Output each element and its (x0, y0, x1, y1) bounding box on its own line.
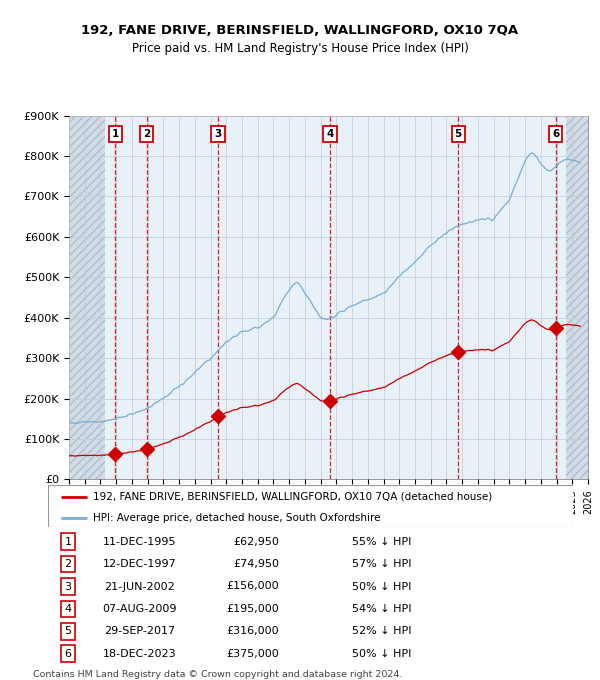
Text: 1: 1 (64, 537, 71, 547)
Text: 54% ↓ HPI: 54% ↓ HPI (353, 604, 412, 614)
Text: 5: 5 (455, 129, 462, 139)
Text: Price paid vs. HM Land Registry's House Price Index (HPI): Price paid vs. HM Land Registry's House … (131, 42, 469, 55)
Text: 52% ↓ HPI: 52% ↓ HPI (353, 626, 412, 636)
Text: £195,000: £195,000 (226, 604, 279, 614)
Text: 11-DEC-1995: 11-DEC-1995 (103, 537, 176, 547)
Text: 192, FANE DRIVE, BERINSFIELD, WALLINGFORD, OX10 7QA (detached house): 192, FANE DRIVE, BERINSFIELD, WALLINGFOR… (92, 492, 492, 502)
Text: 5: 5 (64, 626, 71, 636)
Text: 07-AUG-2009: 07-AUG-2009 (103, 604, 177, 614)
Text: 6: 6 (553, 129, 560, 139)
Text: 12-DEC-1997: 12-DEC-1997 (103, 559, 177, 569)
Text: 50% ↓ HPI: 50% ↓ HPI (353, 581, 412, 592)
Text: 29-SEP-2017: 29-SEP-2017 (104, 626, 175, 636)
Text: 50% ↓ HPI: 50% ↓ HPI (353, 649, 412, 659)
Text: 57% ↓ HPI: 57% ↓ HPI (353, 559, 412, 569)
Text: 18-DEC-2023: 18-DEC-2023 (103, 649, 176, 659)
Text: 3: 3 (214, 129, 221, 139)
Text: 1: 1 (112, 129, 119, 139)
Text: 2: 2 (143, 129, 151, 139)
Text: £156,000: £156,000 (226, 581, 279, 592)
Text: 55% ↓ HPI: 55% ↓ HPI (353, 537, 412, 547)
Text: £62,950: £62,950 (233, 537, 279, 547)
Bar (69, 116, 105, 479)
Text: 4: 4 (64, 604, 71, 614)
Text: Contains HM Land Registry data © Crown copyright and database right 2024.: Contains HM Land Registry data © Crown c… (33, 670, 403, 679)
Text: 4: 4 (326, 129, 334, 139)
Text: 3: 3 (64, 581, 71, 592)
Text: HPI: Average price, detached house, South Oxfordshire: HPI: Average price, detached house, Sout… (92, 513, 380, 523)
Text: £375,000: £375,000 (226, 649, 279, 659)
Bar (566, 116, 588, 479)
Text: 192, FANE DRIVE, BERINSFIELD, WALLINGFORD, OX10 7QA: 192, FANE DRIVE, BERINSFIELD, WALLINGFOR… (82, 24, 518, 37)
Text: 6: 6 (64, 649, 71, 659)
Text: 21-JUN-2002: 21-JUN-2002 (104, 581, 175, 592)
Text: £74,950: £74,950 (233, 559, 279, 569)
Text: £316,000: £316,000 (226, 626, 279, 636)
Text: 2: 2 (64, 559, 71, 569)
